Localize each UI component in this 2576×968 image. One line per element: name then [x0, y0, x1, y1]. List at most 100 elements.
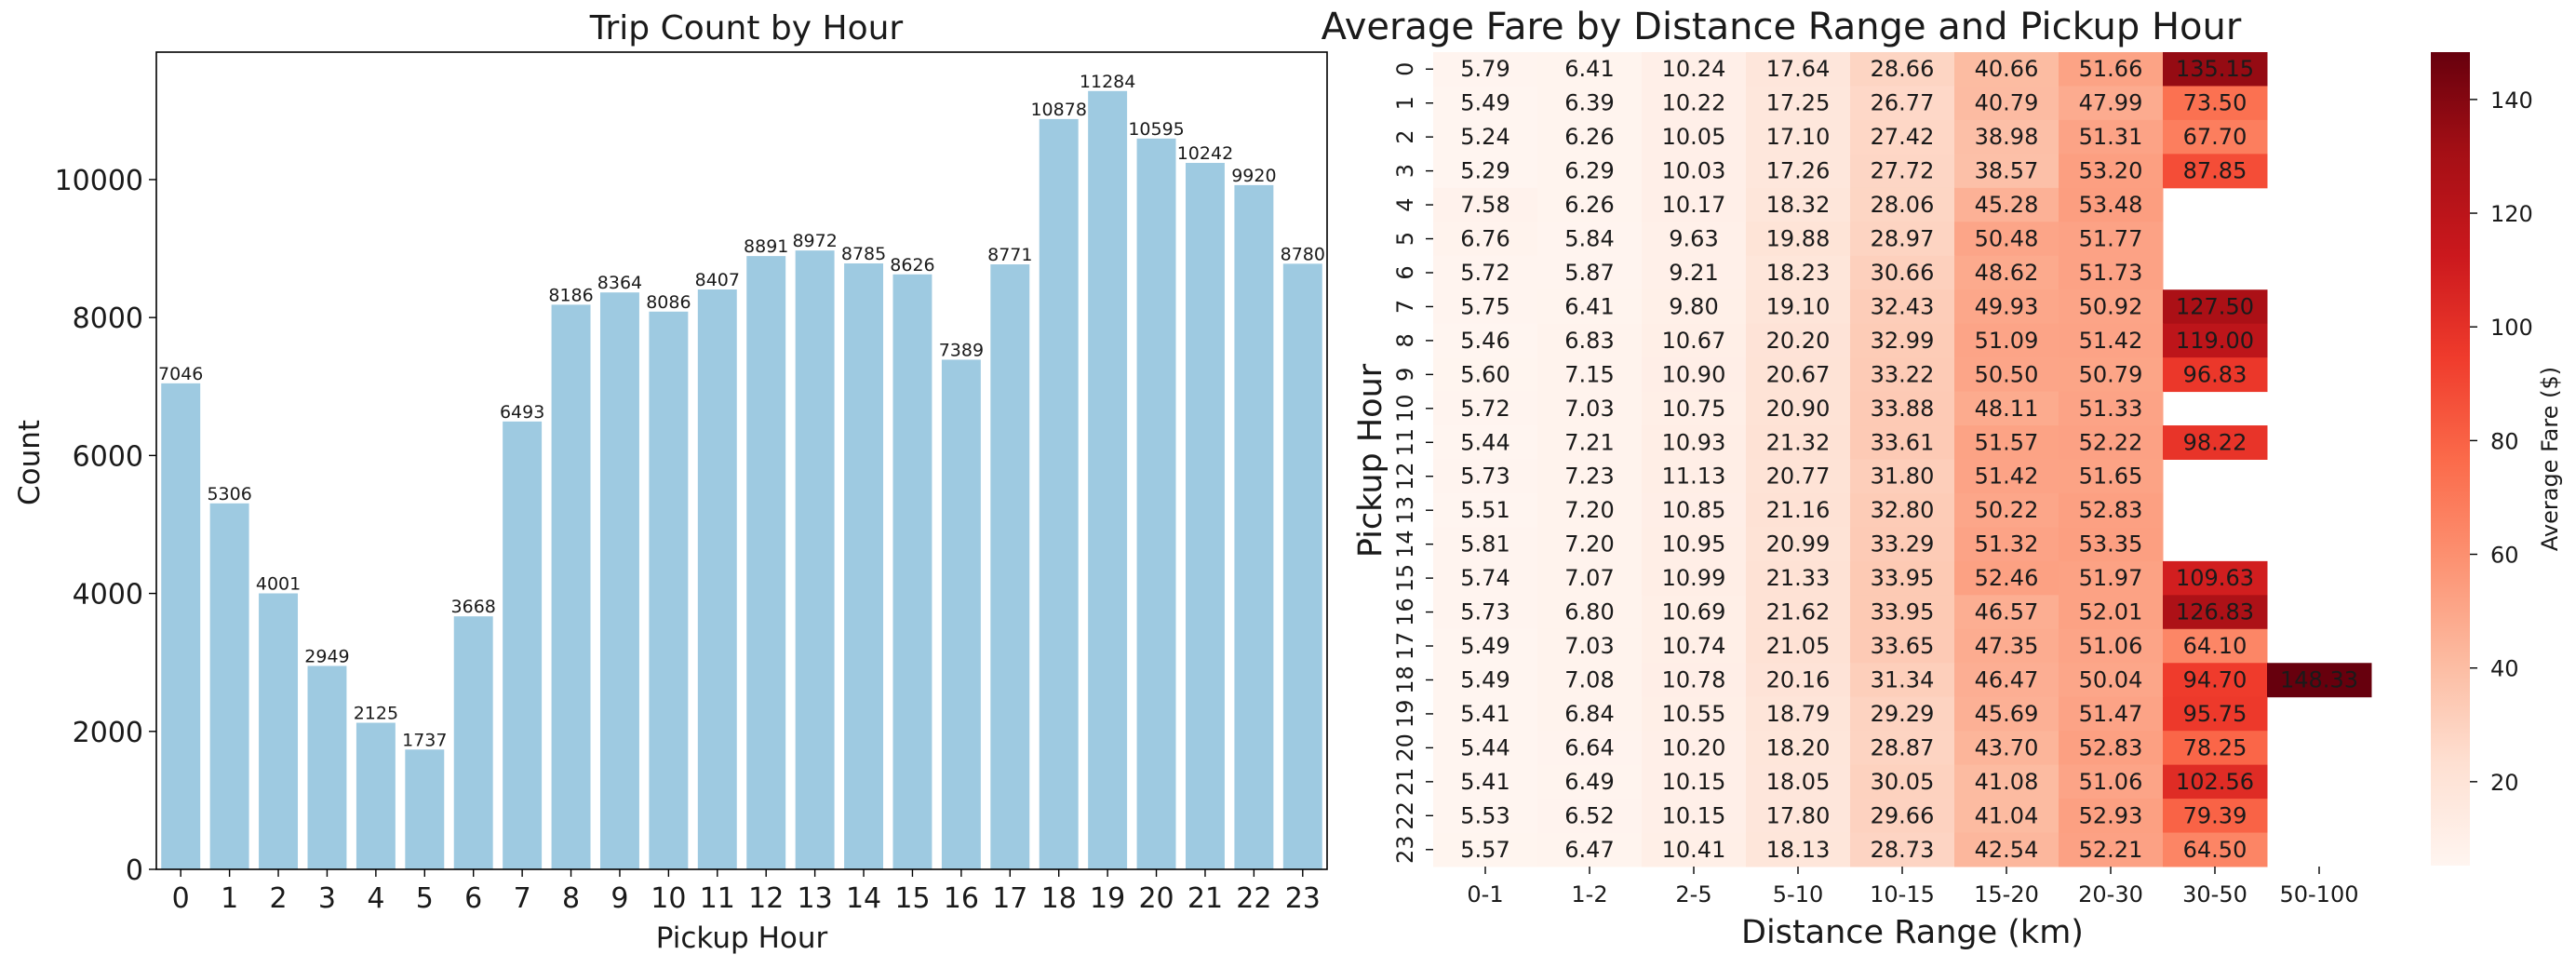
x-tick-label: 17	[992, 882, 1027, 915]
heatmap-cell	[1954, 764, 2059, 800]
heatmap-cell-value: 33.29	[1871, 531, 1935, 558]
bars	[161, 90, 1322, 870]
bar-value-label: 2125	[354, 704, 398, 724]
heatmap-cell-value: 20.90	[1766, 396, 1831, 422]
heatmap-y-tick-label: 14	[1392, 530, 1418, 558]
x-tick-label: 22	[1236, 882, 1271, 915]
heatmap-cell	[1433, 527, 1538, 562]
heatmap-cell	[1433, 731, 1538, 766]
bar	[161, 383, 201, 869]
heatmap-cell-value: 18.32	[1766, 192, 1831, 218]
heatmap-cell-value: 51.42	[2079, 328, 2143, 354]
heatmap-cell	[1642, 663, 1747, 698]
bar-value-label: 10242	[1177, 143, 1233, 164]
y-tick-label: 0	[126, 854, 143, 887]
heatmap-cell	[2059, 628, 2164, 664]
heatmap-cell-value: 17.64	[1766, 56, 1831, 82]
heatmap-cell-value: 7.03	[1564, 396, 1614, 422]
heatmap-cell	[1746, 425, 1851, 460]
heatmap-cell	[1954, 731, 2059, 766]
heatmap-cell	[1954, 527, 2059, 562]
heatmap-cell-value: 6.26	[1564, 124, 1614, 150]
heatmap-cell-value: 96.83	[2183, 361, 2247, 387]
heatmap-cell	[1433, 154, 1538, 189]
heatmap-cell	[1537, 696, 1643, 732]
heatmap-cell-value: 10.95	[1662, 531, 1726, 558]
heatmap-cell-value: 79.39	[2183, 802, 2247, 828]
heatmap-cell	[2059, 696, 2164, 732]
bar-y-axis: 0 2000 4000 6000 8000 10000	[55, 165, 156, 887]
heatmap-y-tick-label: 8	[1392, 333, 1418, 347]
heatmap-cell	[1642, 52, 1747, 87]
heatmap-cell-value: 10.90	[1662, 361, 1726, 387]
heatmap-cell	[1537, 492, 1643, 528]
heatmap-cell	[2059, 289, 2164, 325]
heatmap-cell-value: 5.51	[1460, 497, 1509, 523]
heatmap-cell-value: 7.20	[1564, 531, 1614, 558]
heatmap-cell	[1746, 527, 1851, 562]
heatmap-cell-value: 6.29	[1564, 158, 1614, 184]
heatmap-cell-value: 10.93	[1662, 429, 1726, 455]
bar-value-label: 7046	[158, 364, 203, 384]
x-tick-label: 20	[1138, 882, 1174, 915]
heatmap-cell-value: 17.26	[1766, 158, 1831, 184]
heatmap-cell-value: 19.88	[1766, 226, 1831, 252]
heatmap-cell	[1433, 52, 1538, 87]
heatmap-cell-value: 38.98	[1975, 124, 2039, 150]
heatmap-cell-value: 73.50	[2183, 90, 2247, 116]
heatmap-cell-value: 78.25	[2183, 734, 2247, 760]
heatmap-x-tick-label: 5-10	[1773, 881, 1823, 908]
heatmap-cell	[2163, 323, 2268, 358]
heatmap-cell	[2163, 119, 2268, 155]
heatmap-cell-value: 6.26	[1564, 192, 1614, 218]
heatmap-cell-value: 98.22	[2183, 429, 2247, 455]
heatmap-cell-value: 31.34	[1871, 666, 1935, 692]
heatmap-cell-value: 47.99	[2079, 90, 2143, 116]
heatmap-cell-value: 127.50	[2176, 293, 2254, 319]
heatmap-cell	[1746, 663, 1851, 698]
heatmap-cell-value: 6.41	[1564, 293, 1614, 319]
heatmap-cell	[1433, 663, 1538, 698]
x-tick-label: 11	[700, 882, 735, 915]
colorbar: 20 40 60 80 100 120 140 Average Fare ($)	[2431, 52, 2563, 866]
bar	[1136, 138, 1176, 869]
heatmap-cell	[2059, 119, 2164, 155]
heatmap-cell	[1537, 731, 1643, 766]
heatmap-cell	[1642, 628, 1747, 664]
heatmap-cell	[1537, 425, 1643, 460]
heatmap-cell-value: 7.58	[1460, 192, 1509, 218]
heatmap-cell-value: 33.61	[1871, 429, 1935, 455]
heatmap-cell	[1850, 696, 1955, 732]
heatmap-cell-value: 33.88	[1871, 396, 1935, 422]
heatmap-cell-value: 32.43	[1871, 293, 1935, 319]
colorbar-label: Average Fare ($)	[2537, 367, 2563, 551]
x-tick-label: 10	[651, 882, 686, 915]
x-tick-label: 19	[1090, 882, 1125, 915]
heatmap-cell-value: 5.44	[1460, 429, 1509, 455]
heatmap-cell-value: 50.04	[2079, 666, 2143, 692]
heatmap-y-tick-label: 19	[1392, 700, 1418, 729]
heatmap-y-tick-label: 23	[1392, 835, 1418, 864]
colorbar-tick-label: 120	[2490, 201, 2533, 227]
heatmap-cell-value: 10.74	[1662, 633, 1726, 659]
bar-value-label: 8407	[695, 270, 740, 290]
heatmap-cell	[1850, 391, 1955, 426]
heatmap-cell	[1642, 595, 1747, 630]
heatmap-cell	[1642, 832, 1747, 867]
heatmap-cell-value: 10.55	[1662, 701, 1726, 727]
heatmap-cell-value: 18.13	[1766, 837, 1831, 863]
heatmap-cell	[2059, 832, 2164, 867]
heatmap-cell-value: 6.39	[1564, 90, 1614, 116]
heatmap-cell-value: 42.54	[1975, 837, 2039, 863]
heatmap-x-axis: 0-1 1-2 2-5 5-10 10-15 15-20 20-30 30-50 50-100	[1467, 867, 2359, 908]
heatmap-cell-value: 5.57	[1460, 837, 1509, 863]
heatmap-cell-value: 29.66	[1871, 802, 1935, 828]
heatmap-cell-value: 20.99	[1766, 531, 1831, 558]
heatmap-cell-value: 20.20	[1766, 328, 1831, 354]
x-tick-label: 5	[416, 882, 434, 915]
heatmap-cell	[1746, 255, 1851, 290]
heatmap-y-tick-label: 16	[1392, 598, 1418, 626]
heatmap-cell-value: 51.32	[1975, 531, 2039, 558]
heatmap-cell-value: 47.35	[1975, 633, 2039, 659]
heatmap-cell	[2059, 391, 2164, 426]
